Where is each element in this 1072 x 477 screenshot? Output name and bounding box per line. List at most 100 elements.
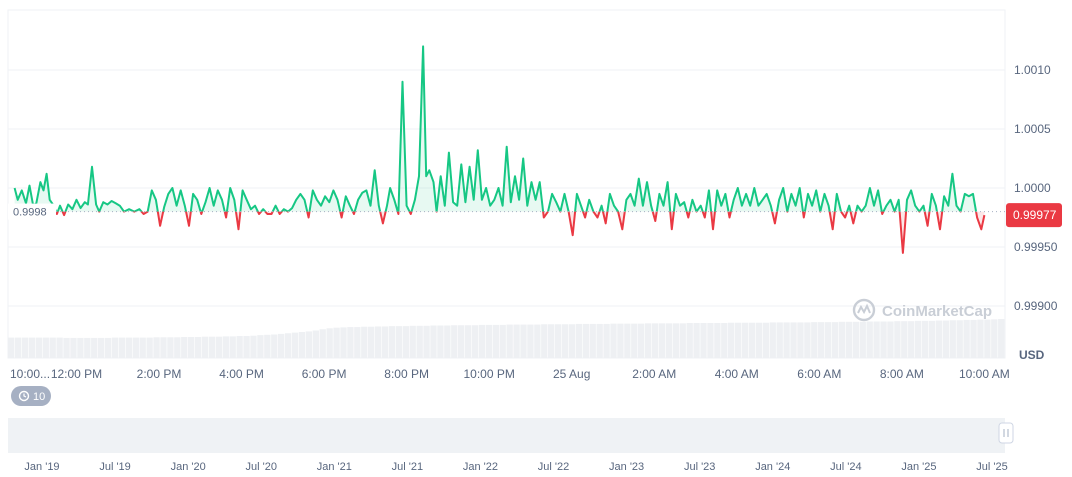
volume-bar — [430, 325, 437, 358]
volume-bar — [818, 322, 825, 358]
volume-bar — [700, 323, 707, 358]
volume-bar — [84, 337, 91, 358]
reference-label: 0.9998 — [13, 207, 47, 219]
volume-bar — [464, 325, 472, 358]
history-range-button[interactable]: 10 — [11, 386, 51, 406]
volume-bar — [437, 325, 444, 358]
volume-bar — [243, 336, 250, 358]
navigator-track[interactable] — [8, 418, 1005, 453]
volume-bar — [257, 335, 264, 358]
navigator-label: Jan '24 — [755, 461, 790, 473]
volume-bar — [631, 323, 638, 358]
navigator-label: Jul '21 — [392, 461, 423, 473]
volume-bar — [887, 321, 894, 358]
volume-bar — [264, 334, 271, 358]
volume-bar — [797, 322, 804, 358]
navigator-label: Jan '22 — [463, 461, 498, 473]
volume-bar — [838, 321, 846, 358]
coinmarketcap-logo-mark — [857, 303, 871, 315]
volume-bar — [458, 325, 465, 358]
volume-bar — [901, 321, 908, 358]
volume-bar — [561, 324, 569, 358]
x-tick-label: 10:00 PM — [463, 367, 514, 381]
volume-bar — [534, 324, 541, 358]
volume-bar — [298, 332, 306, 358]
coinmarketcap-logo-icon — [852, 298, 876, 322]
volume-bar — [506, 324, 513, 358]
volume-bar — [991, 319, 998, 358]
volume-bar — [811, 322, 818, 358]
volume-bar — [970, 319, 977, 358]
history-range-button-bg[interactable] — [11, 386, 51, 406]
volume-bar — [603, 323, 610, 358]
navigator-handle[interactable] — [998, 422, 1014, 444]
y-tick-label: 0.99900 — [1014, 299, 1058, 313]
volume-bar — [492, 324, 499, 358]
volume-bar — [513, 324, 520, 358]
volume-bar — [361, 326, 368, 358]
volume-bar — [451, 325, 458, 358]
volume-bar — [921, 320, 929, 358]
volume-bar — [111, 337, 119, 358]
volume-bar — [8, 337, 15, 358]
volume-bar — [741, 322, 749, 358]
volume-bar — [617, 323, 624, 358]
volume-bar — [908, 321, 915, 358]
volume-bar — [998, 319, 1005, 358]
y-axis: 1.0010 1.0005 1.0000 0.99950 0.99900 — [1014, 63, 1058, 313]
volume-bar — [374, 326, 382, 358]
price-lines — [13, 45, 986, 254]
x-tick-label: 2:00 AM — [632, 367, 676, 381]
x-tick-label: 25 Aug — [553, 367, 590, 381]
volume-bar — [707, 323, 714, 358]
volume-bar — [866, 321, 873, 358]
range-navigator[interactable] — [8, 418, 1014, 453]
navigator-label: Jul '25 — [976, 461, 1007, 473]
volume-bar — [527, 324, 534, 358]
volume-bar — [229, 336, 236, 358]
volume-bar — [278, 333, 285, 358]
currency-label: USD — [1019, 348, 1045, 362]
volume-bar — [880, 321, 887, 358]
volume-bar — [790, 322, 797, 358]
volume-bar — [146, 337, 153, 358]
navigator-label: Jan '21 — [317, 461, 352, 473]
volume-bar — [35, 337, 43, 358]
x-axis: 10:00... 12:00 PM 2:00 PM 4:00 PM 6:00 PM 8:0… — [10, 367, 1010, 381]
volume-bar — [236, 336, 243, 358]
volume-bar — [160, 337, 167, 358]
navigator-handle-box[interactable] — [998, 422, 1014, 444]
y-tick-label: 1.0000 — [1014, 181, 1051, 195]
volume-bar — [541, 324, 548, 358]
volume-bar — [291, 332, 299, 358]
coinmarketcap-watermark: CoinMarketCap — [852, 298, 992, 322]
volume-bar — [859, 321, 866, 358]
volume-bar — [77, 337, 84, 358]
volume-bar — [485, 324, 493, 358]
volume-bar — [201, 336, 209, 358]
volume-bar — [381, 326, 389, 358]
volume-bar — [575, 323, 583, 358]
volume-bar — [132, 337, 139, 358]
navigator-label: Jan '25 — [901, 461, 936, 473]
volume-bar — [963, 319, 970, 358]
volume-bar — [942, 320, 950, 358]
volume-bar — [471, 325, 479, 358]
volume-bar — [783, 322, 790, 358]
navigator-axis: Jan '19 Jul '19 Jan '20 Jul '20 Jan '21 Jul '… — [24, 461, 1007, 473]
navigator-label: Jan '20 — [171, 461, 206, 473]
volume-bar — [56, 337, 63, 358]
navigator-label: Jul '22 — [538, 461, 569, 473]
x-tick-label: 12:00 PM — [51, 367, 102, 381]
volume-bar — [651, 323, 659, 358]
volume-bar — [63, 337, 70, 358]
volume-bar — [402, 326, 409, 358]
volume-bar — [928, 320, 936, 358]
volume-bar — [250, 335, 257, 358]
volume-bar — [894, 321, 901, 358]
x-tick-label: 10:00... — [10, 367, 50, 381]
volume-bar — [804, 322, 811, 358]
volume-bar — [354, 327, 361, 358]
navigator-label: Jul '20 — [246, 461, 277, 473]
